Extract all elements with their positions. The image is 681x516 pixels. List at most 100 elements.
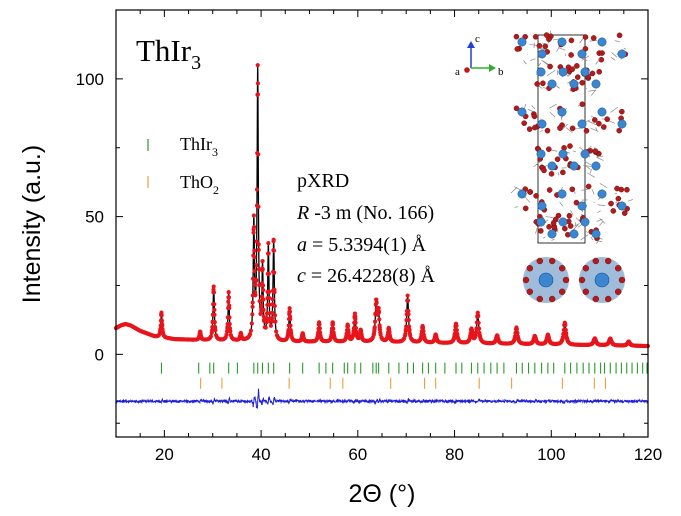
o-atom xyxy=(621,210,628,216)
bond xyxy=(590,236,594,241)
o-atom xyxy=(583,127,590,134)
observed-point xyxy=(212,307,217,312)
bond xyxy=(575,217,580,221)
observed-point xyxy=(374,300,379,305)
o-atom xyxy=(543,32,550,38)
ir-atom xyxy=(597,107,607,117)
x-tick-label: 120 xyxy=(634,445,662,464)
observed-point xyxy=(254,187,260,192)
bond xyxy=(610,56,616,61)
ir-atom xyxy=(537,201,547,211)
observed-point xyxy=(288,317,293,322)
bond xyxy=(565,127,573,134)
o-atom xyxy=(526,288,534,295)
o-atom xyxy=(582,265,590,272)
x-tick-label: 20 xyxy=(155,445,174,464)
observed-point xyxy=(256,247,261,252)
bond xyxy=(614,40,620,43)
lattice-a-label: a = 5.3394(1) Å xyxy=(297,234,427,256)
bond xyxy=(587,120,597,126)
observed-point xyxy=(454,323,459,328)
bond xyxy=(598,240,603,243)
difference-curve-layer xyxy=(115,388,649,409)
o-atom xyxy=(550,220,557,226)
o-atom xyxy=(596,68,602,75)
x-axis-title: 2Θ (°) xyxy=(349,480,416,508)
bond xyxy=(595,58,601,65)
observed-point xyxy=(267,302,272,307)
observed-point xyxy=(227,321,232,327)
o-atom xyxy=(545,146,552,152)
o-atom xyxy=(558,265,566,272)
bond xyxy=(536,62,542,69)
bond xyxy=(597,204,606,206)
o-atom xyxy=(526,265,534,272)
legend-thir3-label: ThIr3 xyxy=(180,134,218,159)
ir-atom xyxy=(558,149,568,159)
o-atom xyxy=(616,127,622,134)
o-atom xyxy=(555,212,562,219)
observed-point xyxy=(287,309,293,314)
center-atom xyxy=(594,272,610,288)
bond xyxy=(539,130,544,132)
observed-point xyxy=(269,316,275,321)
observed-point xyxy=(251,224,257,230)
observed-point xyxy=(405,293,410,298)
o-atom xyxy=(548,171,555,177)
observed-point xyxy=(252,255,257,260)
observed-point xyxy=(377,317,382,322)
bond xyxy=(529,44,537,46)
observed-point xyxy=(256,204,261,209)
o-atom xyxy=(599,50,605,56)
o-atom xyxy=(548,295,556,303)
ir-atom xyxy=(517,37,527,47)
observed-point xyxy=(407,324,412,329)
o-atom xyxy=(568,37,575,44)
observed-point xyxy=(267,295,272,301)
observed-point xyxy=(252,282,257,287)
o-atom xyxy=(592,257,600,265)
y-axis-title: Intensity (a.u.) xyxy=(18,145,46,303)
o-atom xyxy=(526,126,533,132)
o-atom xyxy=(513,33,520,40)
o-atom xyxy=(579,101,586,108)
bond xyxy=(545,216,553,218)
observed-point xyxy=(345,324,351,329)
ir-atom xyxy=(591,79,601,89)
o-atom xyxy=(569,186,576,193)
o-atom xyxy=(536,43,543,49)
ir-atom xyxy=(597,189,607,199)
observed-point xyxy=(261,307,266,312)
observed-point xyxy=(250,304,255,309)
bond xyxy=(579,146,583,150)
bond xyxy=(538,85,543,89)
bond xyxy=(586,231,588,233)
unit-cell-outline xyxy=(537,34,586,244)
observed-point xyxy=(404,324,409,329)
bond xyxy=(559,201,564,207)
bond xyxy=(627,199,633,202)
observed-point xyxy=(160,323,165,328)
x-tick-label: 80 xyxy=(445,445,464,464)
observed-point xyxy=(476,326,482,331)
observed-point xyxy=(473,330,479,335)
observed-point xyxy=(272,270,277,275)
observed-point xyxy=(406,318,411,323)
observed-point xyxy=(261,297,266,302)
ir-atom xyxy=(537,49,547,59)
observed-point xyxy=(288,323,293,328)
o-atom xyxy=(569,66,576,73)
observed-point xyxy=(211,290,217,295)
observed-point xyxy=(251,230,256,235)
o-atom xyxy=(531,113,538,120)
observed-point xyxy=(476,314,481,319)
observed-point xyxy=(249,321,254,326)
bond xyxy=(542,236,546,239)
observed-point xyxy=(266,271,271,276)
observed-point xyxy=(260,267,265,272)
observed-point xyxy=(317,322,322,327)
observed-point xyxy=(159,318,165,323)
observed-point xyxy=(226,290,231,295)
bond xyxy=(595,127,598,131)
o-atom xyxy=(534,81,540,87)
